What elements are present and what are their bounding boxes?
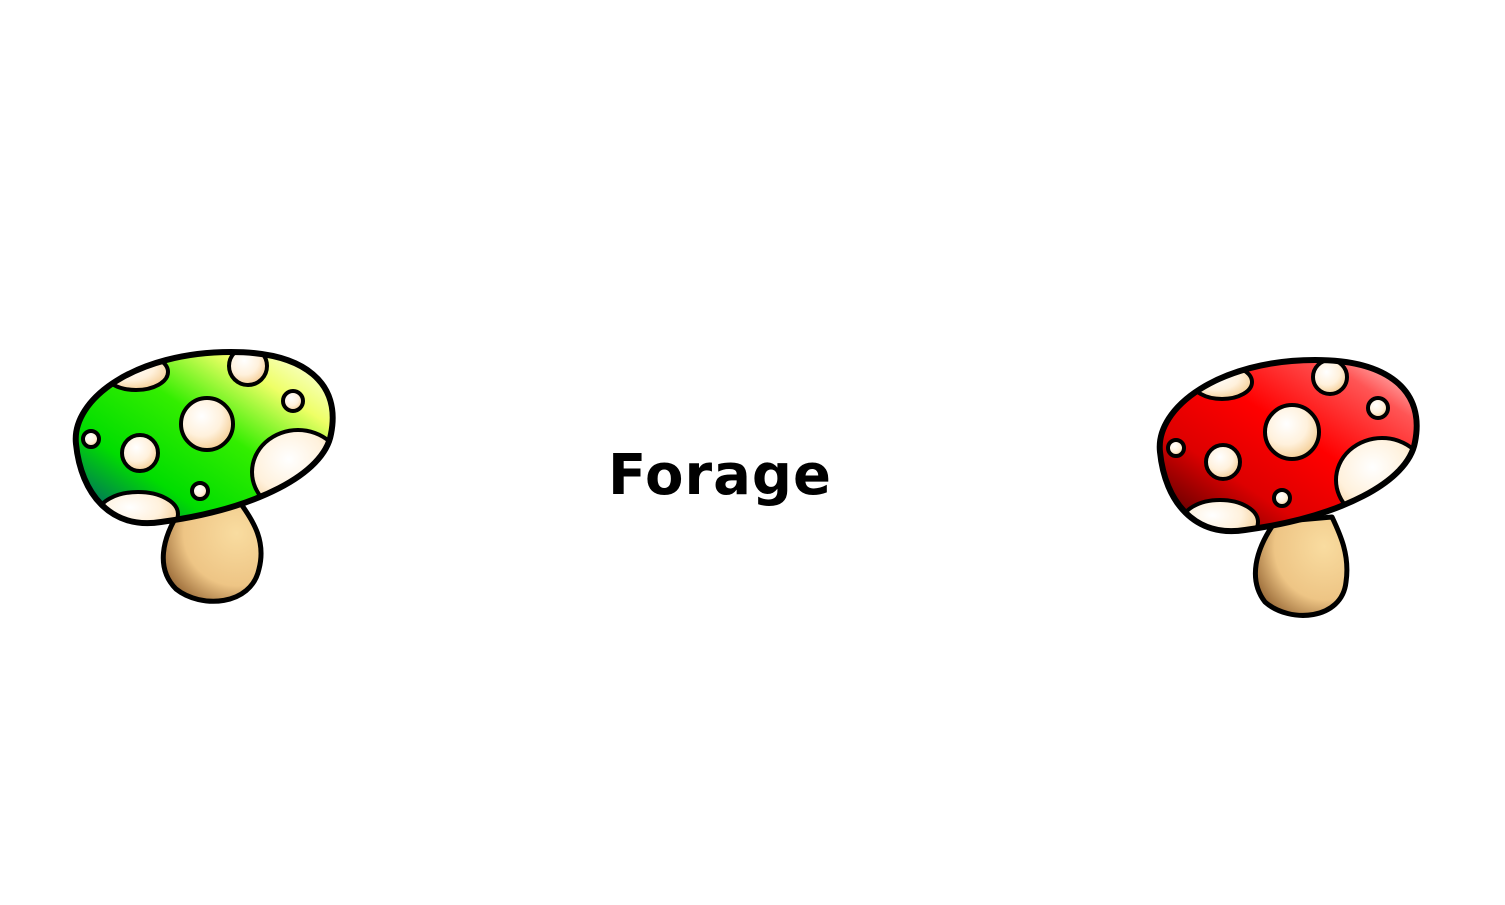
mushroom-cap bbox=[1156, 357, 1420, 535]
mushroom-cap bbox=[72, 349, 336, 527]
green-mushroom-icon[interactable] bbox=[66, 344, 342, 620]
mushroom-stem bbox=[160, 501, 264, 604]
game-title: Forage bbox=[608, 443, 832, 508]
red-mushroom-icon[interactable] bbox=[1150, 352, 1426, 628]
mushroom-stem bbox=[1252, 514, 1350, 618]
